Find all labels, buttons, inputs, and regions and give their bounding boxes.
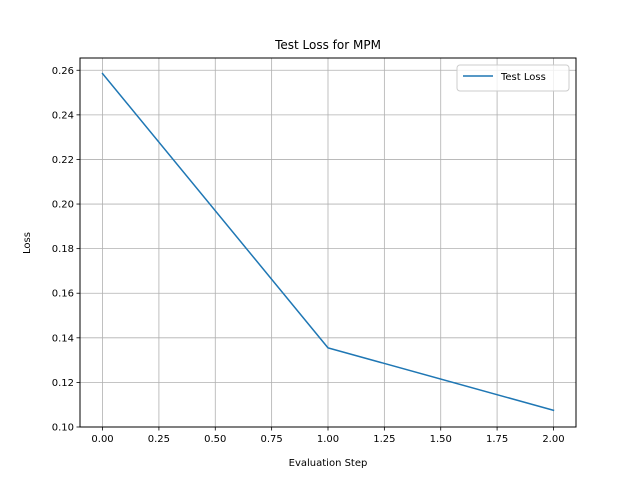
y-tick-label: 0.20 — [52, 200, 74, 211]
legend-label-test-loss: Test Loss — [500, 72, 546, 83]
axis-ticks: 0.00 0.25 0.50 0.75 1.00 1.25 1.50 1.75 2.00 0.10… — [52, 66, 565, 445]
x-axis-label: Evaluation Step — [289, 458, 368, 469]
y-tick-label: 0.14 — [52, 333, 74, 344]
y-tick-label: 0.24 — [52, 110, 74, 121]
x-tick-label: 2.00 — [542, 434, 564, 445]
x-tick-label: 0.50 — [204, 434, 226, 445]
x-tick-label: 1.75 — [486, 434, 508, 445]
legend-box — [456, 64, 570, 92]
y-tick-label: 0.26 — [52, 66, 74, 77]
x-tick-label: 0.25 — [148, 434, 170, 445]
y-tick-label: 0.18 — [52, 244, 74, 255]
x-tick-label: 1.50 — [430, 434, 452, 445]
x-tick-label: 1.00 — [317, 434, 339, 445]
y-tick-label: 0.12 — [52, 378, 74, 389]
y-tick-label: 0.22 — [52, 155, 74, 166]
y-tick-label: 0.10 — [52, 423, 74, 434]
legend: Test Loss — [456, 64, 570, 92]
x-tick-label: 1.25 — [373, 434, 395, 445]
y-axis-label: Loss — [22, 232, 33, 254]
x-tick-label: 0.75 — [261, 434, 283, 445]
chart-title: Test Loss for MPM — [274, 38, 381, 52]
series-line-test-loss — [101, 72, 555, 412]
series-layer — [101, 72, 555, 412]
x-tick-label: 0.00 — [91, 434, 113, 445]
y-tick-label: 0.16 — [52, 289, 74, 300]
